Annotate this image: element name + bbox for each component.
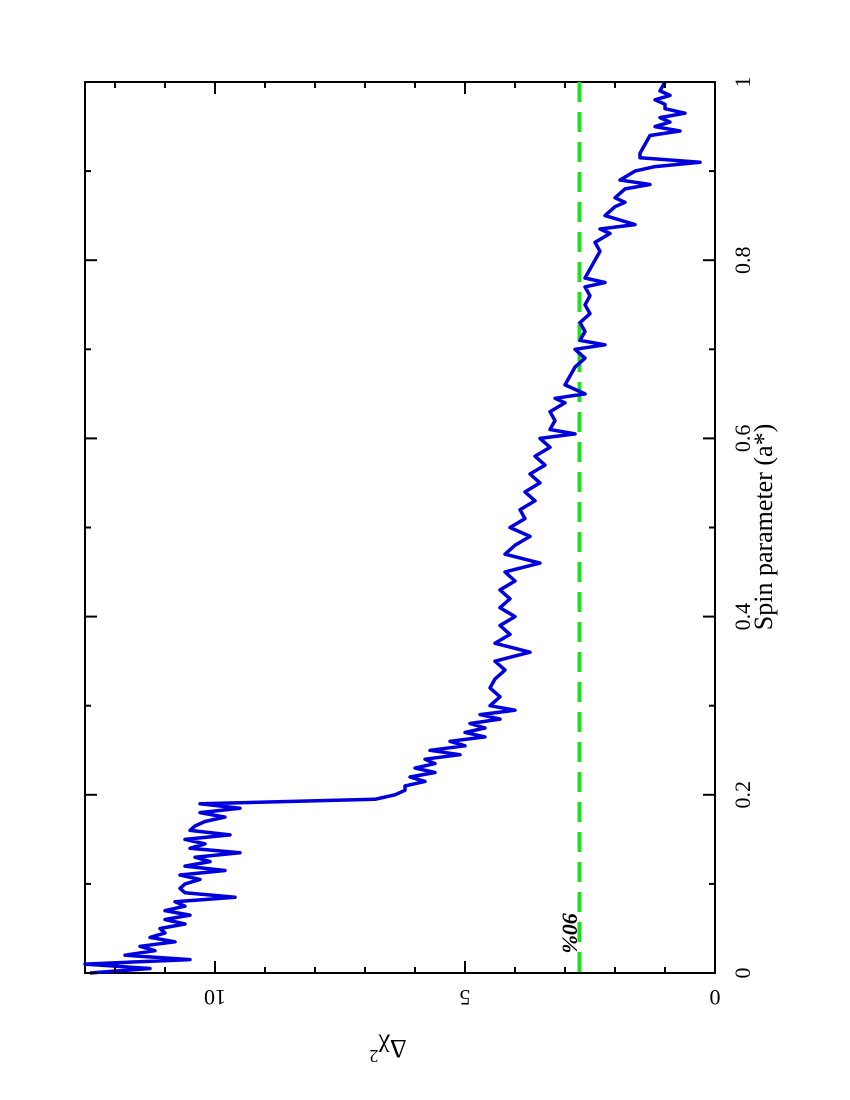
y-tick-label: 5 xyxy=(460,985,471,1010)
x-tick-label: 0.8 xyxy=(730,246,755,274)
plot-frame xyxy=(84,81,716,974)
y-tick-label: 10 xyxy=(204,985,226,1010)
x-ticks: 0 0.2 0.4 0.6 0.8 1 xyxy=(85,77,755,979)
svg-text:Δχ2: Δχ2 xyxy=(369,1034,406,1066)
x-tick-label: 0 xyxy=(730,968,755,979)
x-tick-label: 0.6 xyxy=(730,425,755,453)
y-ticks: 0 5 10 xyxy=(114,82,721,1010)
y-axis-title: Δχ2 xyxy=(369,1034,406,1066)
y-axis-title-main: Δχ xyxy=(378,1034,407,1063)
x-axis-title: Spin parameter (a*) xyxy=(749,424,778,630)
reference-line-label: 90% xyxy=(557,913,582,953)
x-tick-label: 1 xyxy=(730,77,755,88)
x-tick-label: 0.2 xyxy=(730,781,755,809)
reference-line-group: 90% xyxy=(557,82,582,973)
x-tick-label: 0.4 xyxy=(730,603,755,631)
y-tick-label: 0 xyxy=(710,985,721,1010)
series-group xyxy=(83,81,702,975)
y-axis-title-superscript: 2 xyxy=(369,1046,378,1066)
series-line xyxy=(83,81,702,975)
